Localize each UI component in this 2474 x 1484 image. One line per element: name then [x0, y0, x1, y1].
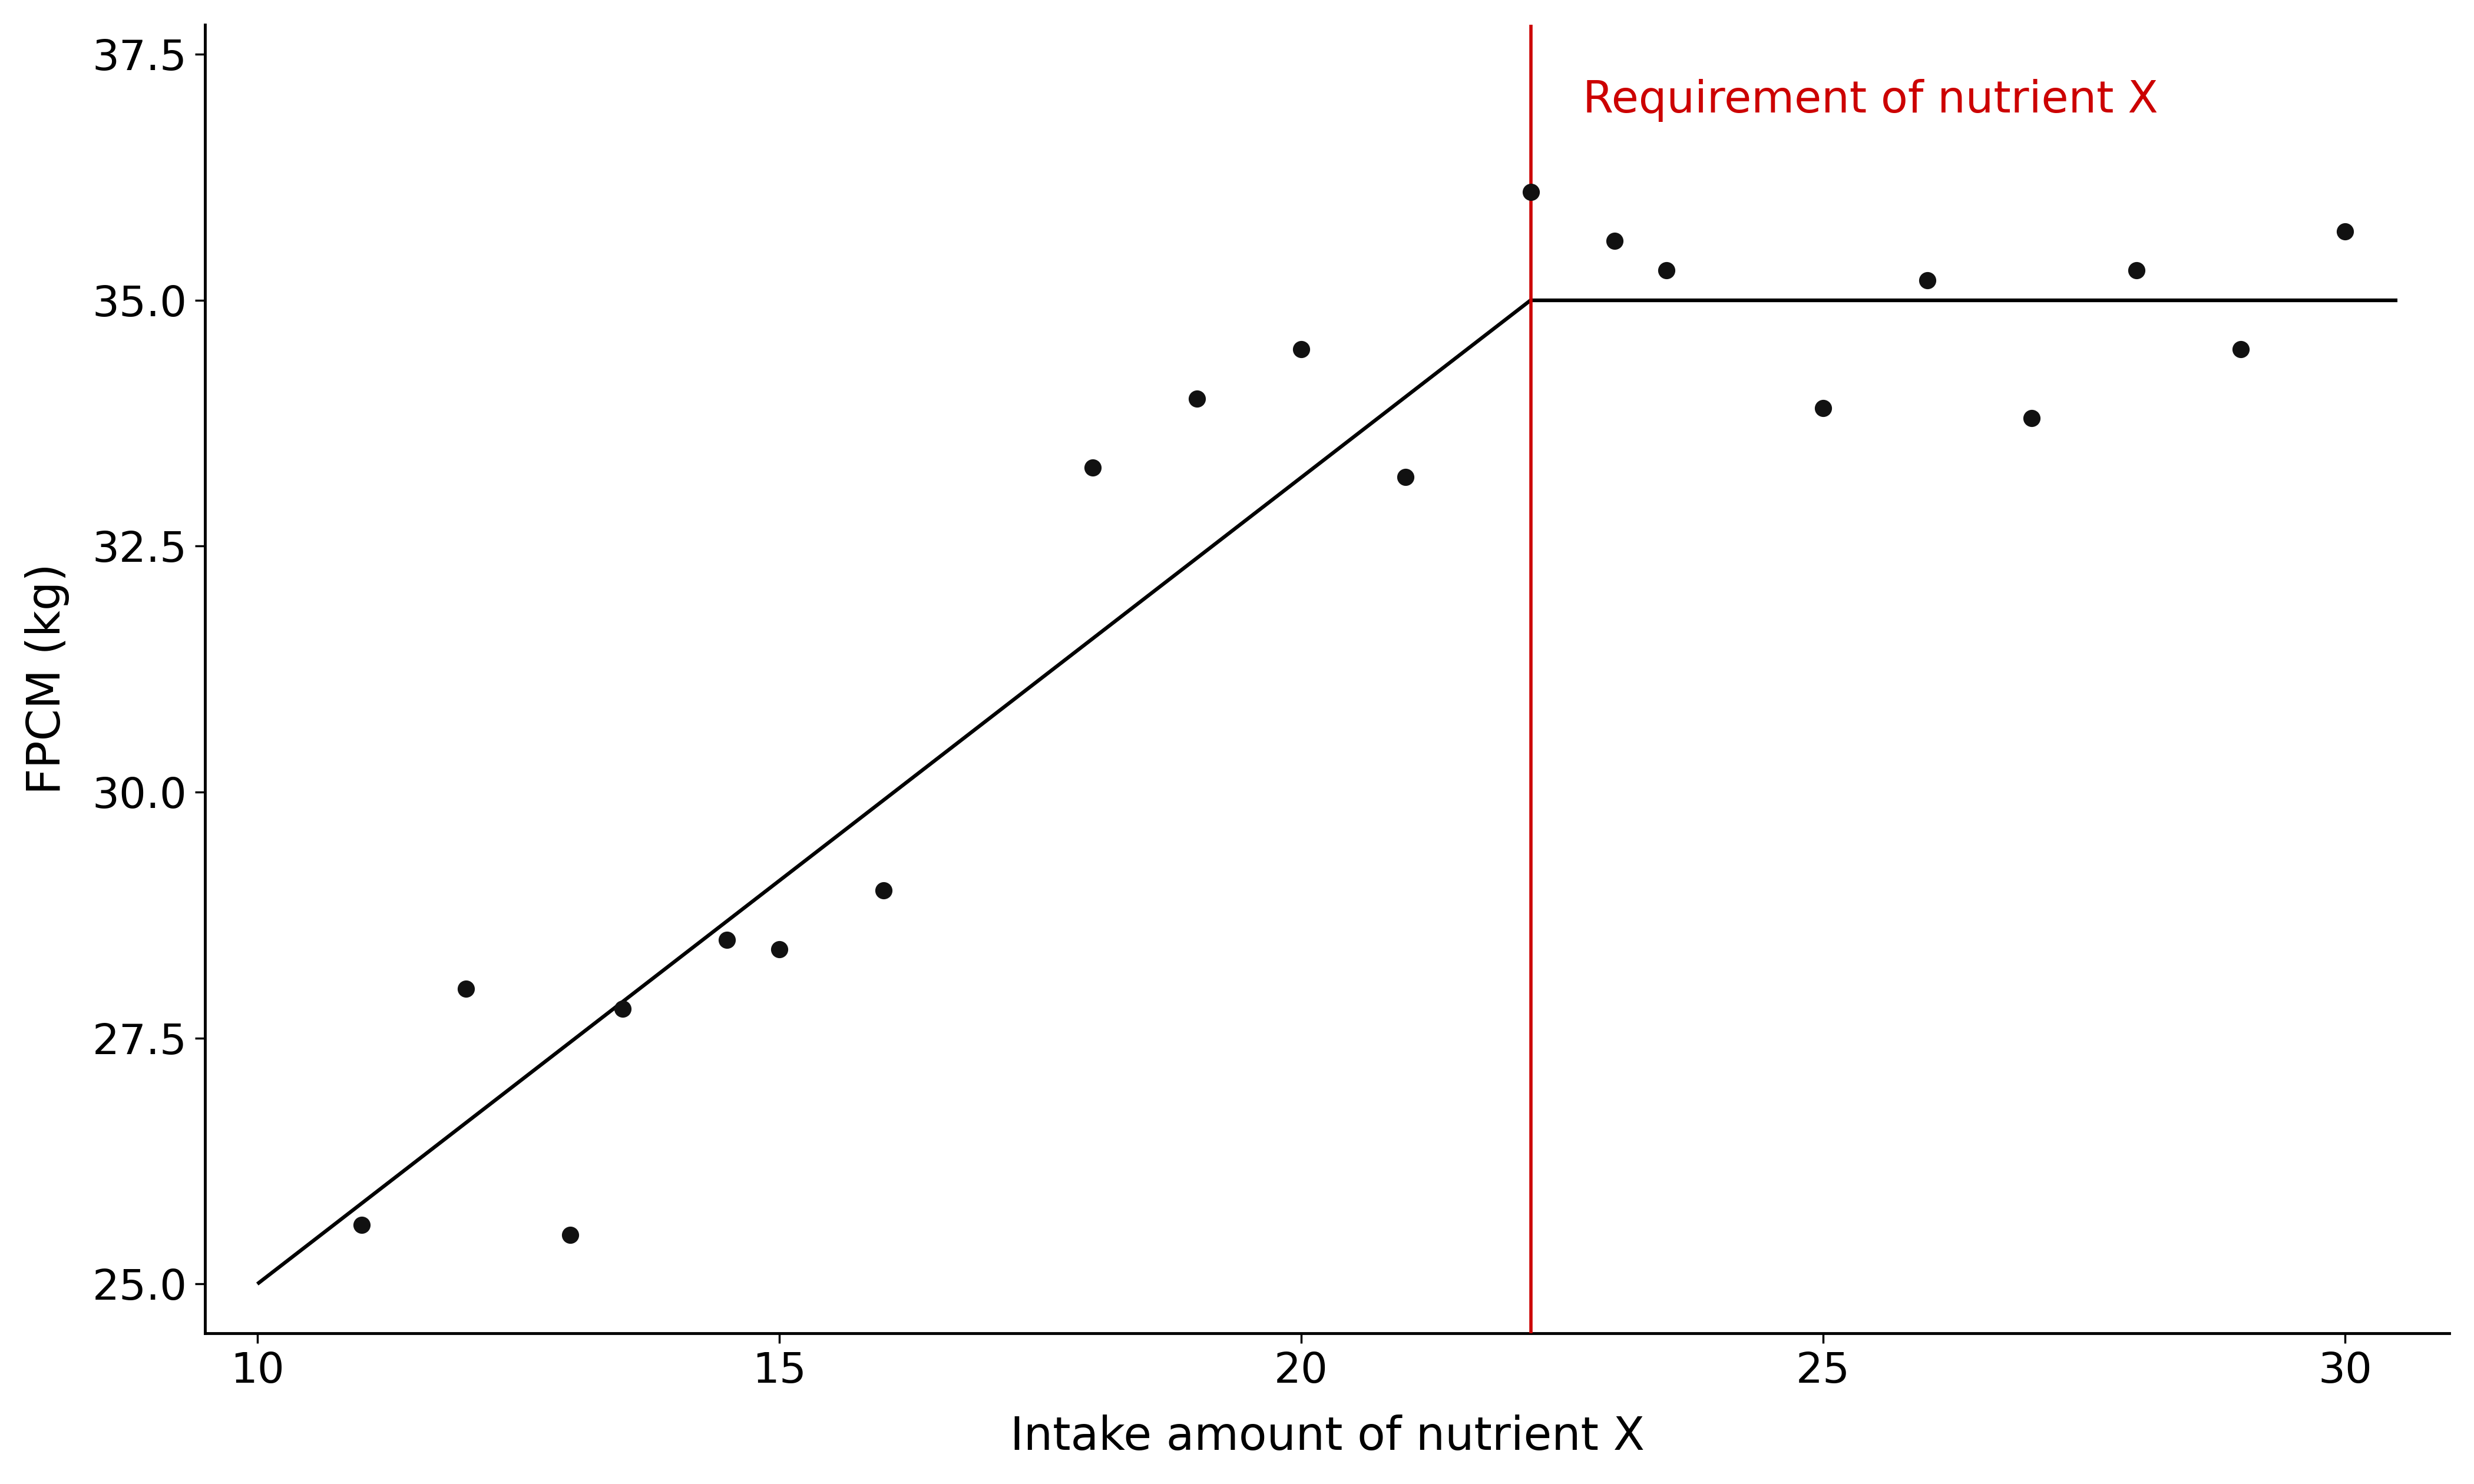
Point [1804, 396, 1843, 420]
Point [2222, 337, 2261, 361]
Point [1512, 180, 1551, 203]
Point [1648, 258, 1687, 282]
Point [863, 879, 903, 902]
X-axis label: Intake amount of nutrient X: Intake amount of nutrient X [1009, 1414, 1645, 1459]
Point [2115, 258, 2155, 282]
Point [2326, 220, 2365, 243]
Text: Requirement of nutrient X: Requirement of nutrient X [1583, 79, 2157, 122]
Point [552, 1223, 591, 1247]
Point [2011, 407, 2051, 430]
Point [445, 976, 485, 1000]
Point [1178, 386, 1217, 410]
Point [1596, 229, 1635, 252]
Point [1385, 466, 1425, 490]
Point [708, 928, 747, 951]
Point [604, 997, 643, 1021]
Point [1074, 456, 1113, 479]
Point [341, 1212, 381, 1236]
Y-axis label: FPCM (kg): FPCM (kg) [25, 564, 69, 794]
Point [1282, 337, 1321, 361]
Point [1907, 269, 1947, 292]
Point [760, 938, 799, 962]
